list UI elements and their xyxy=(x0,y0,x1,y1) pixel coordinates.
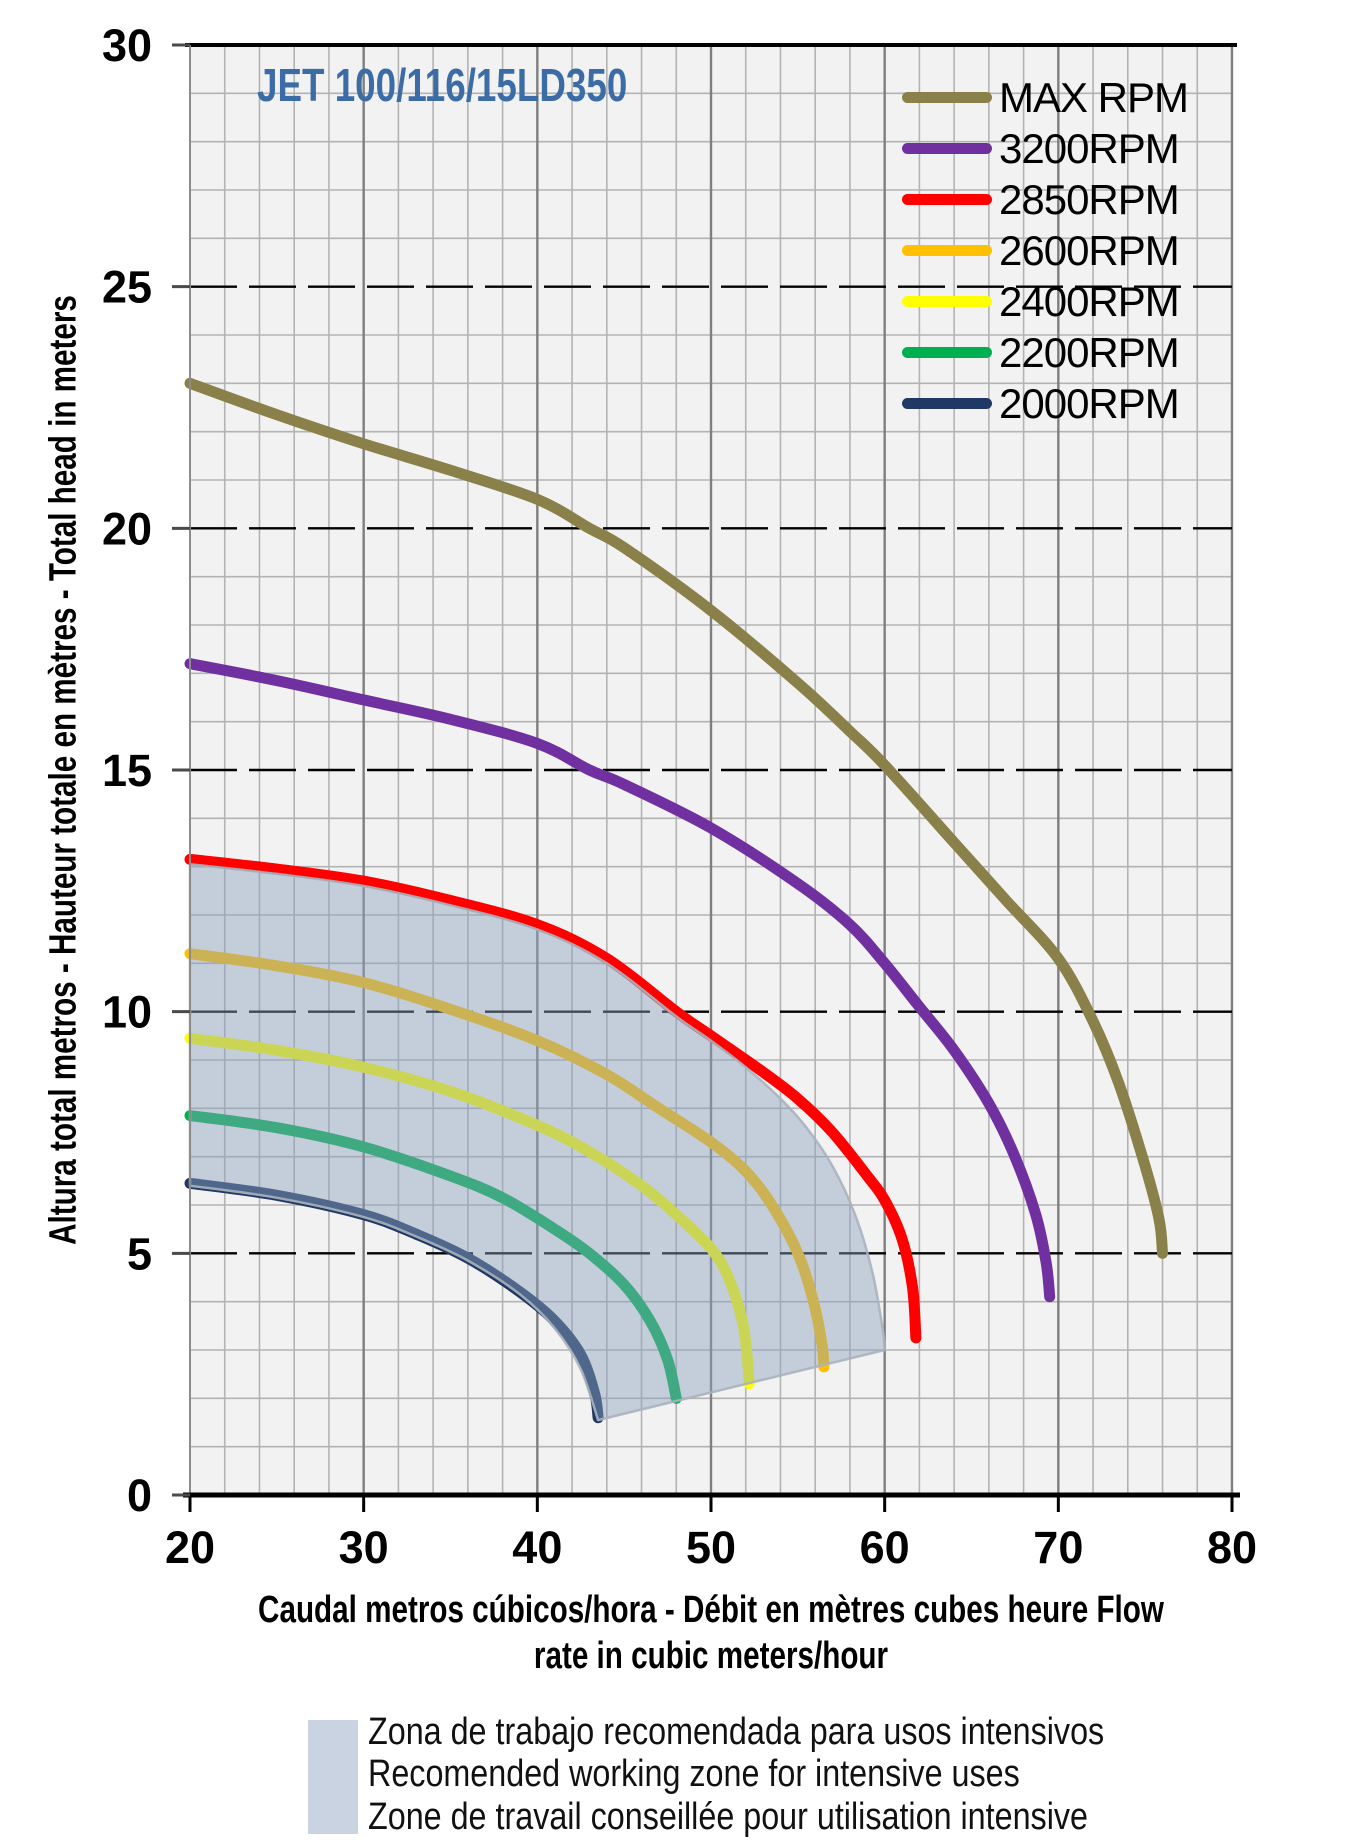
x-axis-title-line1: Caudal metros cúbicos/hora - Débit en mè… xyxy=(258,1589,1164,1631)
y-tick-label: 0 xyxy=(127,1470,152,1521)
y-tick-label: 15 xyxy=(102,745,152,796)
legend-label: 2000RPM xyxy=(999,379,1180,427)
legend-label: 2400RPM xyxy=(999,277,1180,325)
x-tick-label: 20 xyxy=(165,1522,215,1573)
x-tick-label: 80 xyxy=(1207,1522,1257,1573)
x-tick-label: 60 xyxy=(860,1522,910,1573)
curve-2600rpm xyxy=(184,948,830,1373)
legend-item-2850rpm: 2850RPM xyxy=(902,174,1188,225)
x-tick-label: 30 xyxy=(339,1522,389,1573)
legend-label: 2200RPM xyxy=(999,328,1180,376)
legend-swatch-2600rpm xyxy=(902,245,992,256)
working-zone-legend-text: Zona de trabajo recomendada para usos in… xyxy=(368,1711,1104,1838)
legend-item-2000rpm: 2000RPM xyxy=(902,378,1188,429)
y-tick-label: 20 xyxy=(102,503,152,554)
legend-swatch-3200rpm xyxy=(902,143,992,154)
working-zone-legend-line1: Zona de trabajo recomendada para usos in… xyxy=(368,1711,1105,1753)
legend-label: 2850RPM xyxy=(999,175,1180,223)
legend-swatch-max-rpm xyxy=(902,92,992,103)
legend-item-max-rpm: MAX RPM xyxy=(902,72,1189,123)
x-tick-label: 40 xyxy=(512,1522,562,1573)
legend-label: MAX RPM xyxy=(999,73,1189,121)
working-zone-legend-line3: Zone de travail conseillée pour utilisat… xyxy=(368,1795,1088,1838)
chart-legend: MAX RPM 3200RPM 2850RPM 2600RPM 2400RPM … xyxy=(902,72,1189,429)
curve-2400rpm xyxy=(184,1032,755,1390)
y-axis-title: Altura total metros - Hauteur totale en … xyxy=(42,295,85,1245)
working-zone-swatch xyxy=(308,1720,358,1834)
legend-item-2600rpm: 2600RPM xyxy=(902,225,1188,276)
x-axis-title: Caudal metros cúbicos/hora - Débit en mè… xyxy=(215,1587,1207,1679)
legend-item-3200rpm: 3200RPM xyxy=(902,123,1188,174)
x-tick-label: 70 xyxy=(1033,1522,1083,1573)
working-zone-shade xyxy=(188,863,886,1422)
y-tick-label: 25 xyxy=(102,262,152,313)
y-tick-label: 5 xyxy=(127,1228,152,1279)
curve-max-rpm xyxy=(184,377,1168,1259)
curve-2000rpm xyxy=(184,1177,604,1424)
legend-label: 2600RPM xyxy=(999,226,1180,274)
y-tick-label: 10 xyxy=(102,987,152,1038)
curve-2850rpm xyxy=(184,853,922,1344)
legend-swatch-2000rpm xyxy=(902,398,992,409)
legend-item-2400rpm: 2400RPM xyxy=(902,276,1188,327)
chart-title: JET 100/116/15LD350 xyxy=(257,59,628,111)
curve-3200rpm xyxy=(184,658,1056,1303)
legend-swatch-2200rpm xyxy=(902,347,992,358)
legend-swatch-2400rpm xyxy=(902,296,992,307)
curve-2200rpm xyxy=(184,1110,682,1404)
legend-swatch-2850rpm xyxy=(902,194,992,205)
y-tick-label: 30 xyxy=(102,20,152,71)
legend-item-2200rpm: 2200RPM xyxy=(902,327,1188,378)
legend-label: 3200RPM xyxy=(999,124,1180,172)
working-zone-legend-line2: Recomended working zone for intensive us… xyxy=(368,1753,1020,1796)
x-tick-label: 50 xyxy=(686,1522,736,1573)
x-axis-title-line2: rate in cubic meters/hour xyxy=(533,1635,889,1677)
